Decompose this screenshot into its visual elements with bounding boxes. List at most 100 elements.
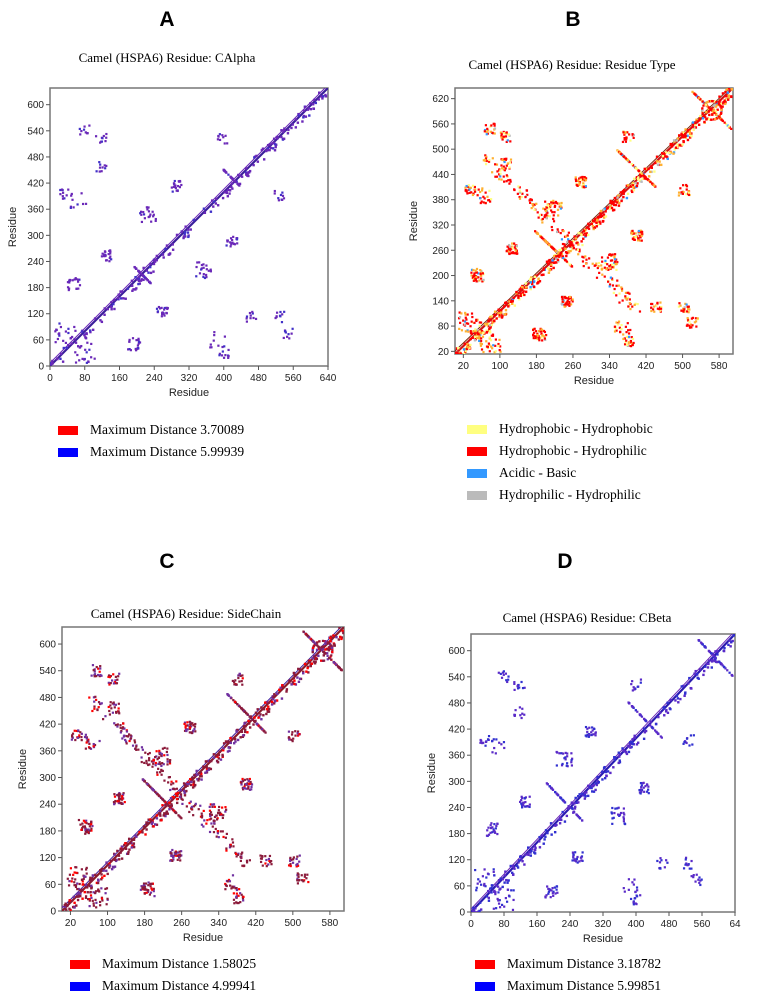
contact-point xyxy=(221,345,224,349)
contact-point xyxy=(546,211,549,214)
y-tick-label: 180 xyxy=(39,826,56,837)
contact-point xyxy=(87,360,90,364)
contact-point xyxy=(240,852,243,856)
contact-point xyxy=(77,887,80,891)
contact-point xyxy=(242,787,245,790)
contact-point xyxy=(611,817,614,820)
x-axis-label: Residue xyxy=(583,933,623,945)
contact-point xyxy=(687,191,690,194)
contact-point xyxy=(272,702,276,705)
contact-point xyxy=(214,202,218,205)
x-tick-label: 100 xyxy=(492,361,509,372)
contact-point xyxy=(465,322,468,325)
contact-point xyxy=(688,867,691,870)
contact-point xyxy=(508,161,511,164)
contact-point xyxy=(591,790,594,793)
panel-d: D Camel (HSPA6) Residue: CBeta 0 80 160 240… xyxy=(379,500,758,1000)
contact-point xyxy=(142,882,146,885)
contact-point xyxy=(287,333,290,336)
contact-point xyxy=(85,868,88,871)
contact-point xyxy=(262,708,266,711)
contact-point xyxy=(186,228,190,231)
contact-point xyxy=(226,195,230,198)
contact-point xyxy=(76,893,79,896)
contact-point xyxy=(97,701,101,704)
contact-point xyxy=(184,726,187,729)
contact-point xyxy=(232,886,235,889)
contact-point xyxy=(159,771,162,774)
contact-point xyxy=(172,782,175,785)
contact-point xyxy=(715,113,718,116)
contact-point xyxy=(592,733,595,736)
contact-point xyxy=(577,253,580,256)
contact-point xyxy=(233,902,236,905)
contact-point xyxy=(273,693,276,696)
contact-point xyxy=(682,310,685,313)
contact-point xyxy=(504,308,508,312)
contact-point xyxy=(113,793,116,796)
contact-point xyxy=(702,673,705,677)
contact-point xyxy=(554,892,557,895)
legend-label: Acidic - Basic xyxy=(499,465,577,480)
contact-point xyxy=(101,718,105,721)
contact-point xyxy=(563,305,566,308)
contact-point xyxy=(239,901,242,904)
contact-point xyxy=(494,884,498,887)
contact-point xyxy=(156,310,160,313)
contact-point xyxy=(322,650,325,653)
contact-point xyxy=(566,762,569,765)
contact-point xyxy=(138,270,141,274)
contact-point xyxy=(680,132,683,136)
contact-point xyxy=(464,349,467,353)
contact-point xyxy=(630,336,633,339)
contact-point xyxy=(185,729,188,732)
contact-point xyxy=(607,268,610,271)
contact-point xyxy=(290,332,293,335)
contact-point xyxy=(680,685,683,688)
contact-point xyxy=(595,262,598,265)
contact-point xyxy=(232,242,236,245)
contact-point xyxy=(78,127,81,131)
contact-point xyxy=(533,852,537,855)
contact-point xyxy=(666,711,670,715)
contact-point xyxy=(190,731,193,734)
contact-point xyxy=(164,812,168,815)
contact-point xyxy=(305,633,308,636)
contact-point xyxy=(473,335,477,338)
contact-point xyxy=(149,882,152,885)
contact-point xyxy=(317,98,320,101)
contact-point xyxy=(692,874,695,877)
contact-point xyxy=(217,344,220,347)
contact-point xyxy=(172,787,175,790)
contact-point xyxy=(271,142,274,145)
contact-point xyxy=(168,253,171,256)
contact-point xyxy=(282,137,286,140)
contact-point xyxy=(532,328,535,332)
diagonal-band xyxy=(50,88,326,364)
contact-point xyxy=(548,785,551,788)
contact-point xyxy=(717,115,721,118)
contact-point xyxy=(716,650,719,653)
contact-point xyxy=(679,304,682,307)
contact-point xyxy=(595,783,598,787)
contact-point xyxy=(642,737,646,741)
contact-point xyxy=(208,813,212,816)
contact-point xyxy=(279,310,282,314)
contact-point xyxy=(628,335,631,338)
contact-point xyxy=(552,214,555,217)
contact-point xyxy=(225,808,228,811)
legend-label: Hydrophobic - Hydrophilic xyxy=(499,443,647,458)
contact-point xyxy=(632,136,635,139)
contact-point xyxy=(303,105,307,109)
contact-point xyxy=(668,151,671,155)
contact-point xyxy=(331,649,334,652)
contact-point xyxy=(487,319,490,323)
contact-point xyxy=(142,278,145,282)
contact-point xyxy=(512,898,515,902)
contact-point xyxy=(288,738,291,741)
contact-point xyxy=(584,177,588,180)
contact-point xyxy=(73,325,76,329)
contact-point xyxy=(208,767,211,770)
contact-point xyxy=(628,743,632,747)
contact-point xyxy=(165,750,168,754)
